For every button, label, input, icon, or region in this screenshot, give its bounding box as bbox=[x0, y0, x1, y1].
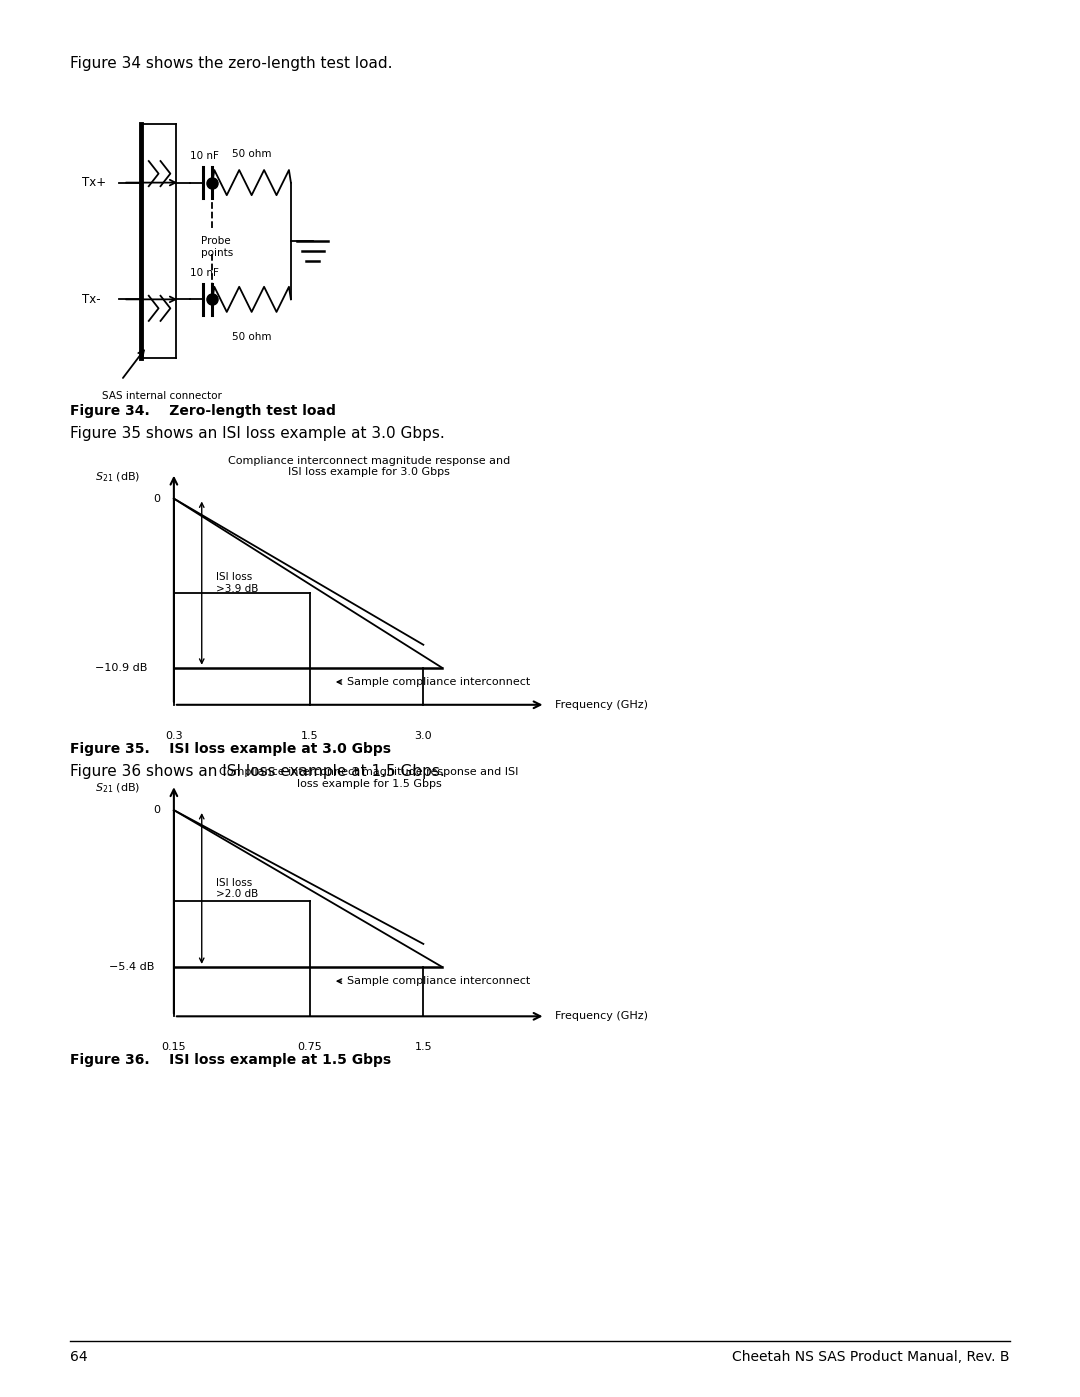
Text: 1.5: 1.5 bbox=[415, 1042, 432, 1052]
Text: Probe
points: Probe points bbox=[201, 236, 233, 258]
Text: 0.15: 0.15 bbox=[162, 1042, 186, 1052]
Text: Figure 35.    ISI loss example at 3.0 Gbps: Figure 35. ISI loss example at 3.0 Gbps bbox=[70, 742, 391, 756]
Text: $S_{21}$ (dB): $S_{21}$ (dB) bbox=[95, 781, 140, 795]
Text: 50 ohm: 50 ohm bbox=[232, 149, 271, 159]
Text: Figure 34 shows the zero-length test load.: Figure 34 shows the zero-length test loa… bbox=[70, 56, 393, 71]
Text: −5.4 dB: −5.4 dB bbox=[109, 961, 154, 972]
Text: 0: 0 bbox=[153, 493, 160, 503]
Text: 0.3: 0.3 bbox=[165, 731, 183, 740]
Text: 10 nF: 10 nF bbox=[190, 268, 219, 278]
Text: Frequency (GHz): Frequency (GHz) bbox=[555, 1011, 648, 1021]
Text: −10.9 dB: −10.9 dB bbox=[95, 662, 147, 673]
Text: Compliance interconnect magnitude response and
ISI loss example for 3.0 Gbps: Compliance interconnect magnitude respon… bbox=[228, 455, 510, 478]
Text: 1.5: 1.5 bbox=[301, 731, 319, 740]
Text: Figure 36 shows an ISI loss example at 1.5 Gbps.: Figure 36 shows an ISI loss example at 1… bbox=[70, 764, 445, 780]
Text: ISI loss
>3.9 dB: ISI loss >3.9 dB bbox=[216, 573, 258, 594]
Text: Figure 35 shows an ISI loss example at 3.0 Gbps.: Figure 35 shows an ISI loss example at 3… bbox=[70, 426, 445, 441]
Text: Sample compliance interconnect: Sample compliance interconnect bbox=[337, 678, 530, 687]
Text: 0: 0 bbox=[153, 805, 160, 814]
Text: Cheetah NS SAS Product Manual, Rev. B: Cheetah NS SAS Product Manual, Rev. B bbox=[732, 1350, 1010, 1363]
Text: ISI loss
>2.0 dB: ISI loss >2.0 dB bbox=[216, 877, 258, 900]
Text: $S_{21}$ (dB): $S_{21}$ (dB) bbox=[95, 469, 140, 483]
Text: Tx+: Tx+ bbox=[82, 176, 106, 189]
Text: Figure 36.    ISI loss example at 1.5 Gbps: Figure 36. ISI loss example at 1.5 Gbps bbox=[70, 1053, 391, 1067]
Text: 10 nF: 10 nF bbox=[190, 151, 219, 161]
Text: 50 ohm: 50 ohm bbox=[232, 331, 271, 342]
Text: Tx-: Tx- bbox=[82, 293, 100, 306]
Text: Frequency (GHz): Frequency (GHz) bbox=[555, 700, 648, 710]
Text: Figure 34.    Zero-length test load: Figure 34. Zero-length test load bbox=[70, 404, 336, 418]
Text: SAS internal connector: SAS internal connector bbox=[102, 391, 221, 401]
Text: 64: 64 bbox=[70, 1350, 87, 1363]
Text: Compliance interconnect magnitude response and ISI
loss example for 1.5 Gbps: Compliance interconnect magnitude respon… bbox=[219, 767, 518, 789]
Text: 0.75: 0.75 bbox=[297, 1042, 322, 1052]
Text: 3.0: 3.0 bbox=[415, 731, 432, 740]
Text: Sample compliance interconnect: Sample compliance interconnect bbox=[337, 977, 530, 986]
